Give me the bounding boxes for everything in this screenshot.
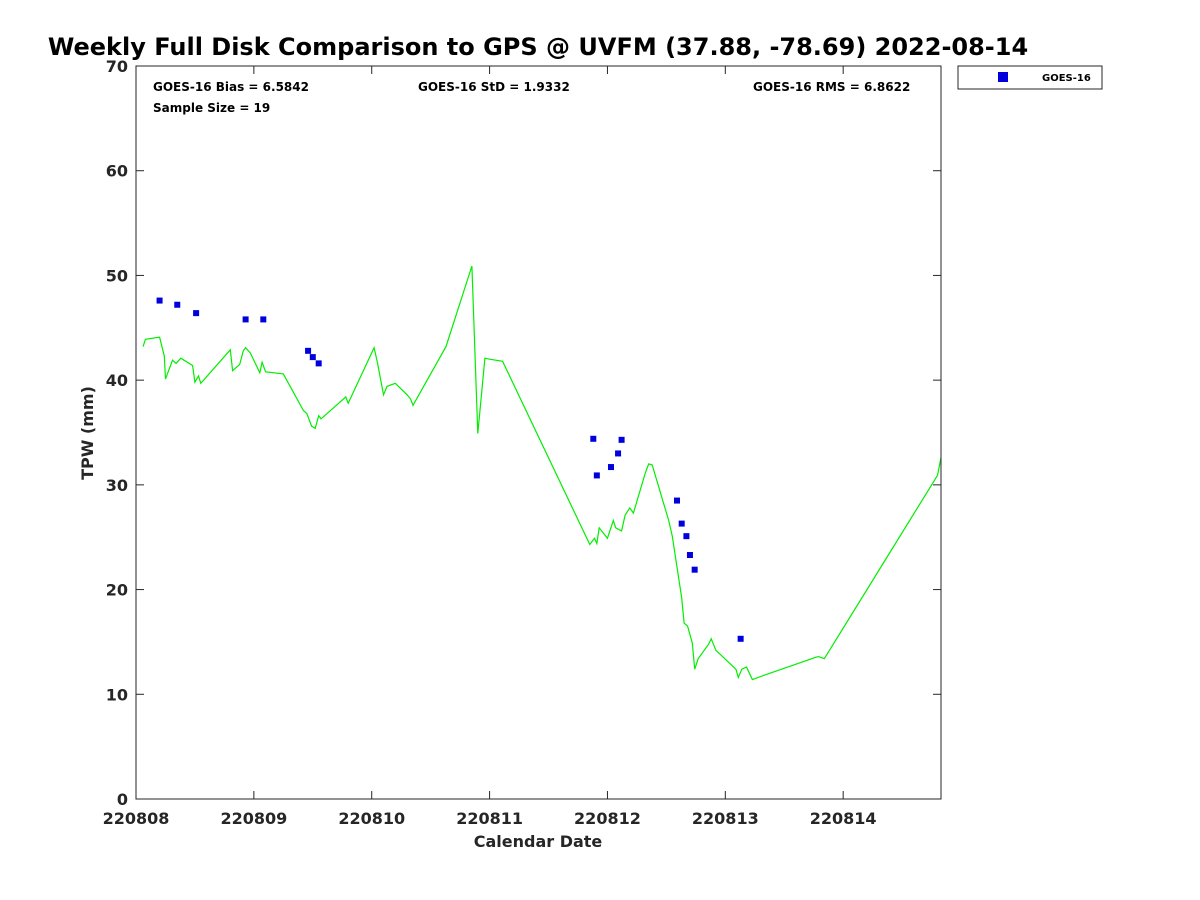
goes-marker-layer [156, 297, 744, 642]
legend-marker [998, 72, 1008, 82]
x-tick-label: 220813 [692, 809, 759, 828]
y-axis: 0 10 20 30 40 50 60 70 [106, 57, 941, 809]
goes16-data-point [174, 301, 181, 308]
goes16-data-point [590, 435, 597, 442]
bias-stat: GOES-16 Bias = 6.5842 [153, 80, 309, 94]
goes16-data-point [309, 354, 316, 361]
plot-area [135, 65, 942, 800]
gps-line-layer [142, 265, 942, 681]
legend: GOES-16 [957, 65, 1103, 90]
goes16-data-point [242, 316, 249, 323]
chart-title: Weekly Full Disk Comparison to GPS @ UVF… [48, 33, 1028, 61]
y-tick-label: 30 [106, 476, 128, 495]
x-tick-label: 220814 [810, 809, 877, 828]
goes16-data-point [260, 316, 267, 323]
x-tick-label: 220811 [456, 809, 523, 828]
sample-size-stat: Sample Size = 19 [153, 101, 270, 115]
y-tick-label: 10 [106, 685, 128, 704]
y-tick-label: 0 [117, 790, 128, 809]
goes16-data-point [691, 566, 698, 573]
y-tick-label: 70 [106, 57, 128, 76]
goes16-data-point [683, 533, 690, 540]
goes16-data-point [607, 464, 614, 471]
goes16-data-point [615, 450, 622, 457]
goes16-data-point [686, 552, 693, 559]
goes16-data-point [193, 310, 200, 317]
legend-label: GOES-16 [1042, 73, 1091, 84]
x-axis-label: Calendar Date [474, 832, 603, 851]
std-stat: GOES-16 StD = 1.9332 [418, 80, 570, 94]
goes16-data-point [678, 520, 685, 527]
x-tick-label: 220808 [103, 809, 170, 828]
goes16-data-point [673, 497, 680, 504]
y-tick-label: 20 [106, 581, 128, 600]
x-tick-label: 220809 [220, 809, 287, 828]
goes16-data-point [618, 436, 625, 443]
goes16-data-point [305, 347, 312, 354]
x-tick-label: 220812 [574, 809, 641, 828]
y-tick-label: 40 [106, 371, 128, 390]
rms-stat: GOES-16 RMS = 6.8622 [753, 80, 910, 94]
y-tick-label: 50 [106, 266, 128, 285]
goes16-data-point [737, 635, 744, 642]
goes16-data-point [156, 297, 163, 304]
gps-series-line [142, 265, 942, 681]
x-tick-label: 220810 [338, 809, 405, 828]
y-axis-label: TPW (mm) [78, 386, 97, 480]
goes16-data-point [315, 360, 322, 367]
legend-box [957, 65, 1103, 90]
goes16-data-point [593, 472, 600, 479]
plot-frame [135, 65, 942, 800]
x-axis: 220808 220809 220810 220811 220812 220813 2208… [103, 66, 877, 828]
y-tick-label: 60 [106, 162, 128, 181]
